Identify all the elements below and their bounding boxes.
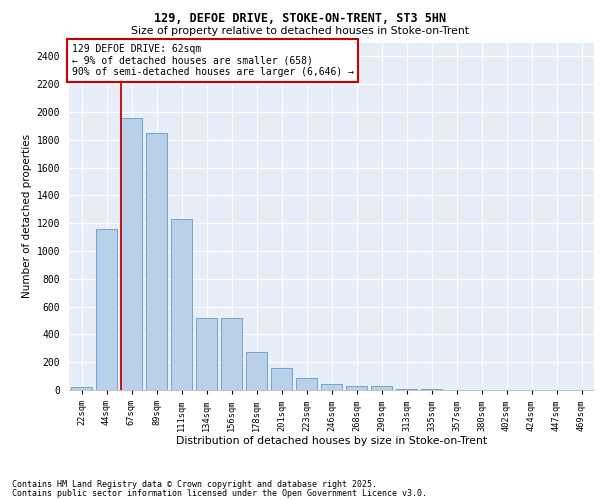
Text: Contains public sector information licensed under the Open Government Licence v3: Contains public sector information licen… [12, 488, 427, 498]
Bar [196, 318, 217, 390]
Bar [321, 384, 342, 390]
Bar [296, 378, 317, 390]
Bar [96, 229, 117, 390]
Bar [246, 352, 267, 390]
Bar [346, 386, 367, 390]
Text: Contains HM Land Registry data © Crown copyright and database right 2025.: Contains HM Land Registry data © Crown c… [12, 480, 377, 489]
Bar [371, 386, 392, 390]
Bar [171, 219, 192, 390]
Y-axis label: Number of detached properties: Number of detached properties [22, 134, 32, 298]
Bar [396, 388, 417, 390]
Bar [221, 318, 242, 390]
Text: 129, DEFOE DRIVE, STOKE-ON-TRENT, ST3 5HN: 129, DEFOE DRIVE, STOKE-ON-TRENT, ST3 5H… [154, 12, 446, 26]
Bar [271, 368, 292, 390]
Text: 129 DEFOE DRIVE: 62sqm
← 9% of detached houses are smaller (658)
90% of semi-det: 129 DEFOE DRIVE: 62sqm ← 9% of detached … [71, 44, 353, 78]
X-axis label: Distribution of detached houses by size in Stoke-on-Trent: Distribution of detached houses by size … [176, 436, 487, 446]
Text: Size of property relative to detached houses in Stoke-on-Trent: Size of property relative to detached ho… [131, 26, 469, 36]
Bar [146, 133, 167, 390]
Bar [121, 118, 142, 390]
Bar [71, 386, 92, 390]
